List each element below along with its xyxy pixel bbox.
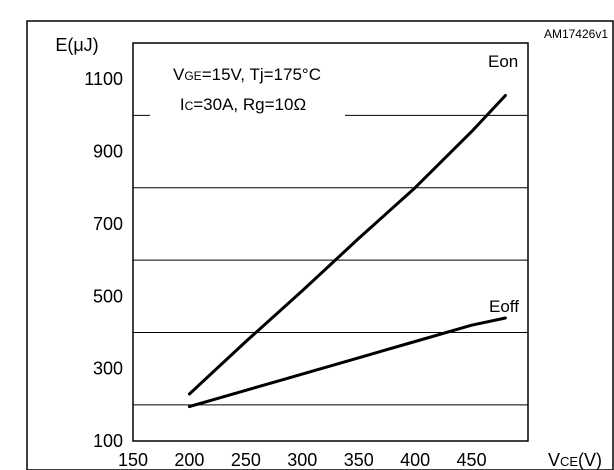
x-axis-label: VCE(V) <box>548 450 602 470</box>
figure-id: AM17426v1 <box>544 27 608 41</box>
x-tick-label: 250 <box>231 450 261 470</box>
x-tick-label: 150 <box>118 450 148 470</box>
x-axis-label-unit: (V) <box>578 450 602 470</box>
y-axis-label: E(μJ) <box>55 35 98 55</box>
cond1-rest: =15V, Tj=175°C <box>202 65 321 84</box>
series-lines <box>187 94 507 409</box>
y-tick-label: 900 <box>93 142 123 162</box>
cond2-sub: C <box>185 99 194 113</box>
conditions-line-2: IC=30A, Rg=10Ω <box>180 95 306 114</box>
y-tick-label: 500 <box>93 286 123 306</box>
x-tick-label: 400 <box>400 450 430 470</box>
cond1-v: V <box>173 65 185 84</box>
series-line-eon <box>187 94 507 396</box>
series-line-eoff <box>187 316 507 409</box>
plot-area <box>132 42 529 442</box>
tick-labels: 100 300 500 700 900 1100 150 200 250 300 350 400 450 <box>84 69 486 470</box>
x-tick-label: 350 <box>344 450 374 470</box>
cond1-sub: GE <box>184 69 201 83</box>
cond2-rest: =30A, Rg=10Ω <box>193 95 306 114</box>
y-tick-label: 300 <box>93 359 123 379</box>
y-tick-label: 1100 <box>84 69 123 89</box>
conditions-line-1: VGE=15V, Tj=175°C <box>173 65 321 84</box>
x-tick-label: 200 <box>174 450 204 470</box>
y-tick-label: 700 <box>93 214 123 234</box>
x-tick-label: 450 <box>457 450 487 470</box>
series-label-eoff: Eoff <box>489 297 519 316</box>
x-axis-label-main: V <box>548 450 560 470</box>
x-axis-label-sub: CE <box>560 454 578 469</box>
conditions-box <box>150 61 345 119</box>
y-tick-label: 100 <box>93 431 123 451</box>
series-label-eon: Eon <box>488 52 518 71</box>
outer-frame <box>26 20 614 470</box>
cond2-v: I <box>180 95 185 114</box>
x-tick-label: 300 <box>287 450 317 470</box>
